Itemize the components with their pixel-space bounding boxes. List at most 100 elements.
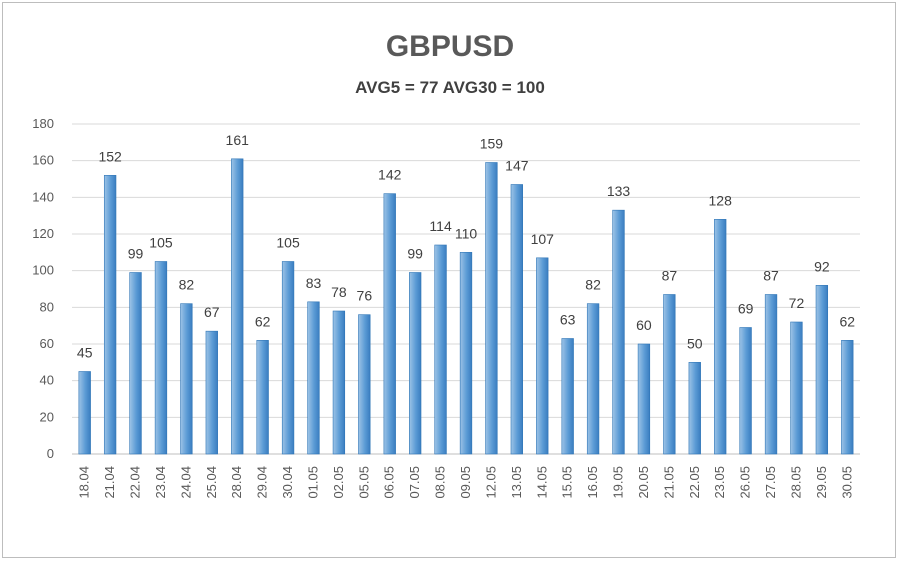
bar [764, 294, 778, 455]
bar [510, 184, 523, 455]
x-tick-label: 21.04 [102, 466, 117, 499]
bar [129, 272, 142, 455]
bar [434, 244, 447, 455]
bar [154, 261, 168, 455]
bar [815, 285, 829, 455]
bar [841, 340, 854, 455]
bar [485, 162, 498, 455]
x-tick-label: 22.04 [128, 466, 143, 499]
bar [103, 175, 117, 455]
x-tick-label: 23.04 [153, 466, 168, 499]
data-labels: 45 152 99 105 82 67 161 62 105 83 78 76 142 99 114 110 1… [77, 132, 855, 361]
x-tick-label: 22.05 [687, 466, 702, 499]
y-axis-ticks: 0 20 40 60 80 100 120 140 160 180 [32, 116, 54, 461]
x-tick-label: 09.05 [458, 466, 473, 499]
data-label: 60 [636, 317, 652, 333]
x-tick-label: 08.05 [433, 466, 448, 499]
data-label: 82 [585, 277, 601, 293]
x-tick-label: 29.05 [814, 466, 829, 499]
bar [409, 272, 422, 455]
data-label: 114 [429, 218, 452, 234]
x-tick-label: 30.04 [280, 466, 295, 499]
data-label: 99 [407, 246, 423, 262]
x-tick-label: 29.04 [255, 466, 270, 499]
data-label: 50 [687, 335, 703, 351]
data-label: 63 [560, 312, 576, 328]
bar [307, 301, 320, 455]
data-label: 159 [480, 136, 504, 152]
bar [256, 340, 269, 455]
x-tick-label: 23.05 [712, 466, 727, 499]
bar [663, 294, 676, 455]
bar [536, 257, 549, 455]
data-label: 147 [505, 158, 529, 174]
bar [383, 193, 396, 455]
y-tick-label: 60 [40, 336, 54, 351]
x-tick-label: 13.05 [509, 466, 524, 499]
data-label: 133 [607, 183, 631, 199]
bar [637, 343, 651, 455]
data-label: 62 [255, 313, 271, 329]
data-label: 69 [738, 301, 754, 317]
bar [612, 209, 625, 455]
x-tick-label: 14.05 [534, 466, 549, 499]
x-tick-label: 18.04 [77, 466, 92, 499]
x-tick-label: 16.05 [585, 466, 600, 499]
bar [459, 252, 473, 455]
data-label: 72 [789, 295, 805, 311]
data-label: 142 [378, 167, 402, 183]
y-tick-label: 120 [32, 226, 54, 241]
data-label: 62 [840, 313, 856, 329]
x-tick-label: 05.05 [356, 466, 371, 499]
data-label: 87 [662, 268, 678, 284]
bar [231, 158, 244, 455]
chart-title: GBPUSD [385, 30, 515, 63]
x-tick-label: 25.04 [204, 466, 219, 499]
data-label: 128 [709, 192, 733, 208]
x-tick-label: 19.05 [611, 466, 626, 499]
bar [790, 321, 803, 455]
y-tick-label: 40 [40, 373, 54, 388]
data-label: 78 [331, 284, 347, 300]
bar [78, 371, 91, 455]
bar [358, 314, 371, 455]
chart-subtitle: AVG5 = 77 AVG30 = 100 [355, 78, 545, 97]
x-tick-label: 21.05 [661, 466, 676, 499]
data-label: 105 [149, 235, 173, 251]
x-tick-label: 27.05 [763, 466, 778, 499]
x-tick-label: 15.05 [560, 466, 575, 499]
x-tick-label: 28.04 [229, 466, 244, 499]
x-tick-label: 30.05 [839, 466, 854, 499]
data-label: 110 [455, 225, 478, 241]
bars [78, 158, 854, 455]
y-tick-label: 160 [32, 153, 54, 168]
data-label: 161 [226, 132, 250, 148]
x-axis-ticks: 18.04 21.04 22.04 23.04 24.04 25.04 28.04 29.04… [77, 466, 855, 499]
bar [332, 310, 346, 455]
data-label: 83 [306, 275, 322, 291]
bar [561, 338, 574, 455]
bar [586, 303, 600, 455]
x-tick-label: 01.05 [305, 466, 320, 499]
x-tick-label: 02.05 [331, 466, 346, 499]
y-tick-label: 140 [32, 189, 54, 204]
y-tick-label: 180 [32, 116, 54, 131]
bar [205, 330, 218, 455]
x-tick-label: 07.05 [407, 466, 422, 499]
data-label: 82 [179, 277, 195, 293]
x-tick-label: 12.05 [483, 466, 498, 499]
bar [739, 327, 752, 455]
bar [180, 303, 193, 455]
data-label: 99 [128, 246, 144, 262]
data-label: 45 [77, 345, 93, 361]
bar [281, 261, 295, 455]
data-label: 107 [531, 231, 555, 247]
x-tick-label: 20.05 [636, 466, 651, 499]
y-tick-label: 80 [40, 299, 54, 314]
x-tick-label: 24.04 [178, 466, 193, 499]
data-label: 92 [814, 258, 830, 274]
data-label: 87 [763, 268, 779, 284]
y-tick-label: 0 [47, 446, 54, 461]
